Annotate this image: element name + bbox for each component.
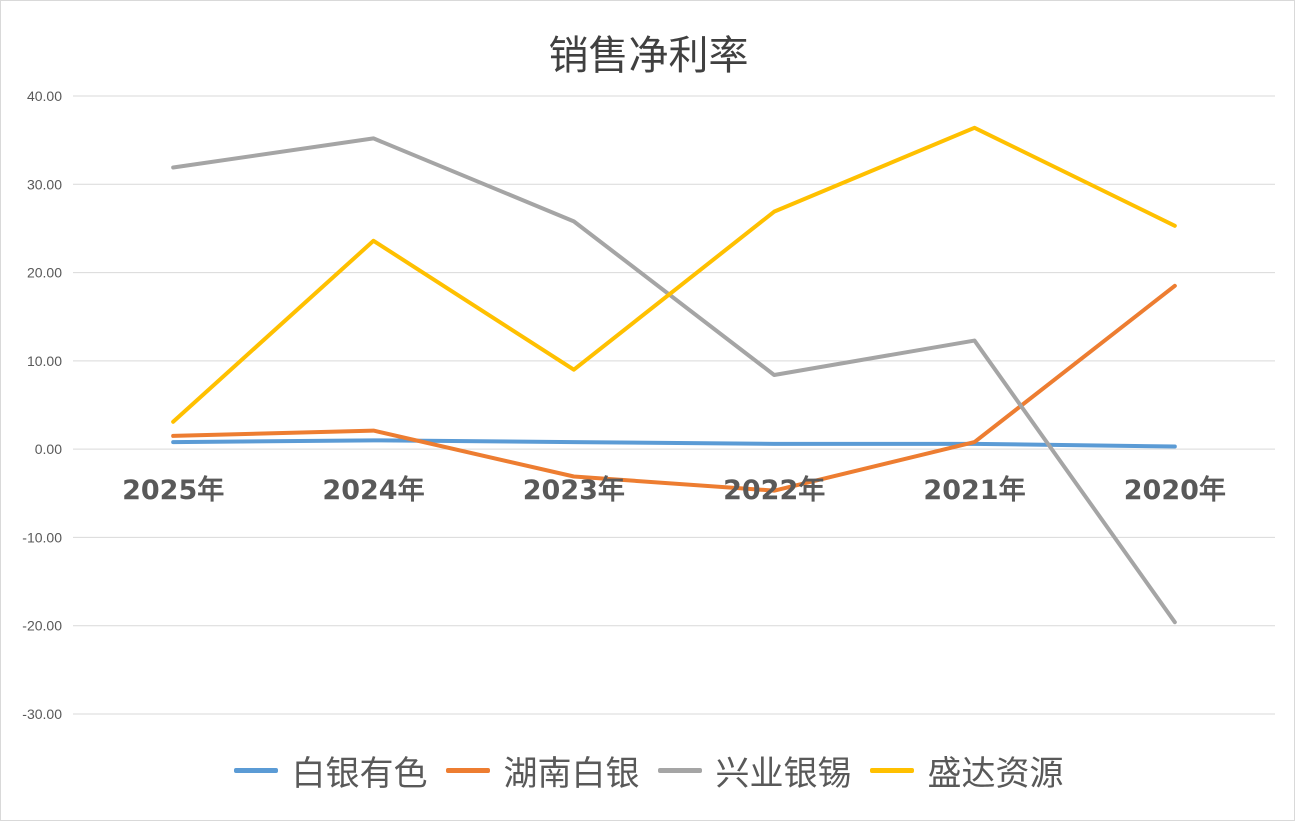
legend-swatch (870, 768, 914, 773)
y-tick-label: 40.00 (27, 88, 62, 104)
y-tick-label: 0.00 (35, 441, 62, 457)
legend-item: 湖南白银 (446, 746, 640, 795)
series-line-1 (173, 440, 1175, 446)
chart-legend: 白银有色 湖南白银 兴业银锡 盛达资源 (1, 746, 1295, 795)
legend-swatch (234, 768, 278, 773)
series-line-4 (173, 128, 1175, 422)
legend-item: 白银有色 (234, 746, 428, 795)
y-tick-label: 10.00 (27, 353, 62, 369)
y-tick-label: 30.00 (27, 176, 62, 192)
series-line-3 (173, 138, 1175, 622)
legend-label: 兴业银锡 (716, 746, 852, 795)
legend-item: 盛达资源 (870, 746, 1064, 795)
legend-swatch (658, 768, 702, 773)
x-tick-label: 2024年 (322, 474, 424, 506)
legend-label: 盛达资源 (928, 746, 1064, 795)
series-line-2 (173, 286, 1175, 491)
y-tick-label: -10.00 (22, 529, 62, 545)
x-tick-label: 2022年 (723, 474, 825, 506)
y-tick-label: 20.00 (27, 265, 62, 281)
legend-item: 兴业银锡 (658, 746, 852, 795)
legend-label: 白银有色 (292, 746, 428, 795)
x-tick-label: 2025年 (122, 474, 224, 506)
legend-label: 湖南白银 (504, 746, 640, 795)
x-tick-label: 2021年 (923, 474, 1025, 506)
y-tick-label: -20.00 (22, 618, 62, 634)
y-tick-label: -30.00 (22, 706, 62, 722)
x-tick-label: 2020年 (1124, 474, 1226, 506)
x-tick-label: 2023年 (523, 474, 625, 506)
legend-swatch (446, 768, 490, 773)
